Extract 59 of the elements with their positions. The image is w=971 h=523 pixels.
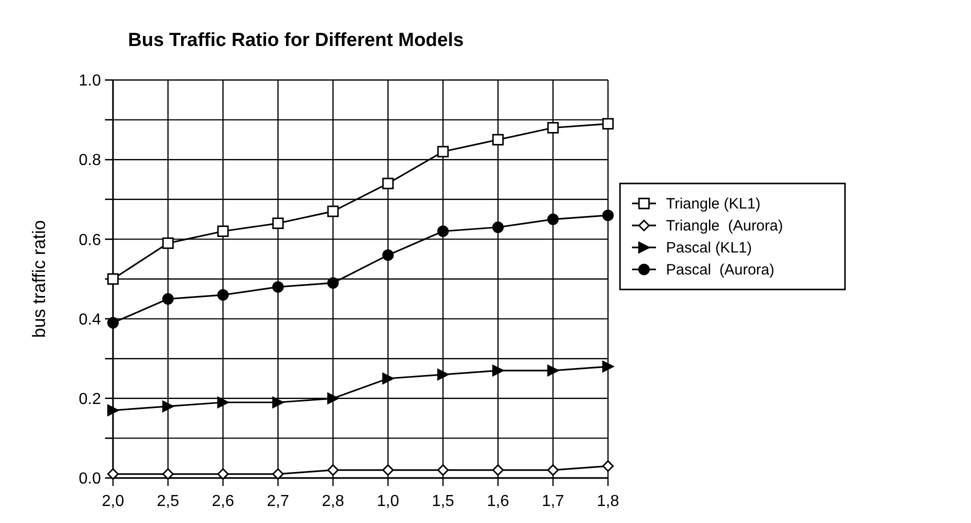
legend-label: Triangle (Aurora) bbox=[666, 218, 783, 235]
point bbox=[272, 468, 284, 480]
point bbox=[602, 118, 614, 130]
point bbox=[602, 460, 614, 472]
x-tick-label: 1,8 bbox=[596, 493, 620, 510]
point bbox=[217, 468, 229, 480]
x-tick-label: 1,0 bbox=[376, 493, 400, 510]
y-tick-label: 1.0 bbox=[78, 72, 102, 90]
x-tick-label: 2,8 bbox=[322, 493, 344, 510]
x-tick-label: 1,5 bbox=[432, 493, 454, 510]
point bbox=[107, 404, 119, 416]
point bbox=[547, 464, 559, 476]
point bbox=[327, 392, 339, 404]
point bbox=[162, 293, 174, 305]
point bbox=[602, 210, 614, 222]
point bbox=[327, 277, 339, 289]
point bbox=[272, 281, 284, 293]
point bbox=[327, 206, 339, 218]
x-tick-label: 1,6 bbox=[486, 493, 510, 510]
x-tick-label: 2,5 bbox=[156, 493, 180, 510]
point bbox=[547, 364, 559, 376]
point bbox=[162, 468, 174, 480]
point bbox=[437, 146, 449, 158]
y-tick-label: 0.4 bbox=[78, 311, 102, 328]
point bbox=[492, 222, 504, 234]
x-tick-label: 1,7 bbox=[542, 493, 564, 510]
point bbox=[382, 249, 394, 261]
point bbox=[492, 134, 504, 146]
point bbox=[382, 178, 394, 190]
point bbox=[492, 464, 504, 476]
point bbox=[437, 368, 449, 380]
y-tick-label: 0.2 bbox=[78, 391, 102, 408]
point bbox=[602, 360, 614, 372]
point bbox=[437, 225, 449, 237]
point bbox=[382, 372, 394, 384]
point bbox=[217, 289, 229, 301]
y-tick-label: 0.6 bbox=[78, 232, 102, 249]
point bbox=[217, 396, 229, 408]
point bbox=[272, 396, 284, 408]
point bbox=[547, 214, 559, 226]
point bbox=[217, 225, 229, 237]
y-tick-label: 0.8 bbox=[78, 152, 102, 170]
chart-title: Bus Traffic Ratio for Different Models bbox=[128, 30, 464, 51]
y-tick-label: 0.0 bbox=[78, 470, 102, 488]
point bbox=[437, 464, 449, 476]
legend-label: Pascal (Aurora) bbox=[666, 262, 774, 279]
legend-label: Triangle (KL1) bbox=[666, 196, 760, 213]
y-axis-title: bus traffic ratio bbox=[29, 220, 49, 338]
point bbox=[547, 122, 559, 134]
x-tick-label: 2,6 bbox=[212, 493, 234, 510]
x-tick-label: 2,7 bbox=[266, 493, 290, 510]
point bbox=[327, 464, 339, 476]
point bbox=[162, 237, 174, 249]
legend-label: Pascal (KL1) bbox=[666, 240, 752, 257]
point bbox=[272, 218, 284, 230]
point bbox=[162, 400, 174, 412]
point bbox=[492, 364, 504, 376]
x-tick-label: 2,0 bbox=[102, 493, 124, 510]
point bbox=[382, 464, 394, 476]
